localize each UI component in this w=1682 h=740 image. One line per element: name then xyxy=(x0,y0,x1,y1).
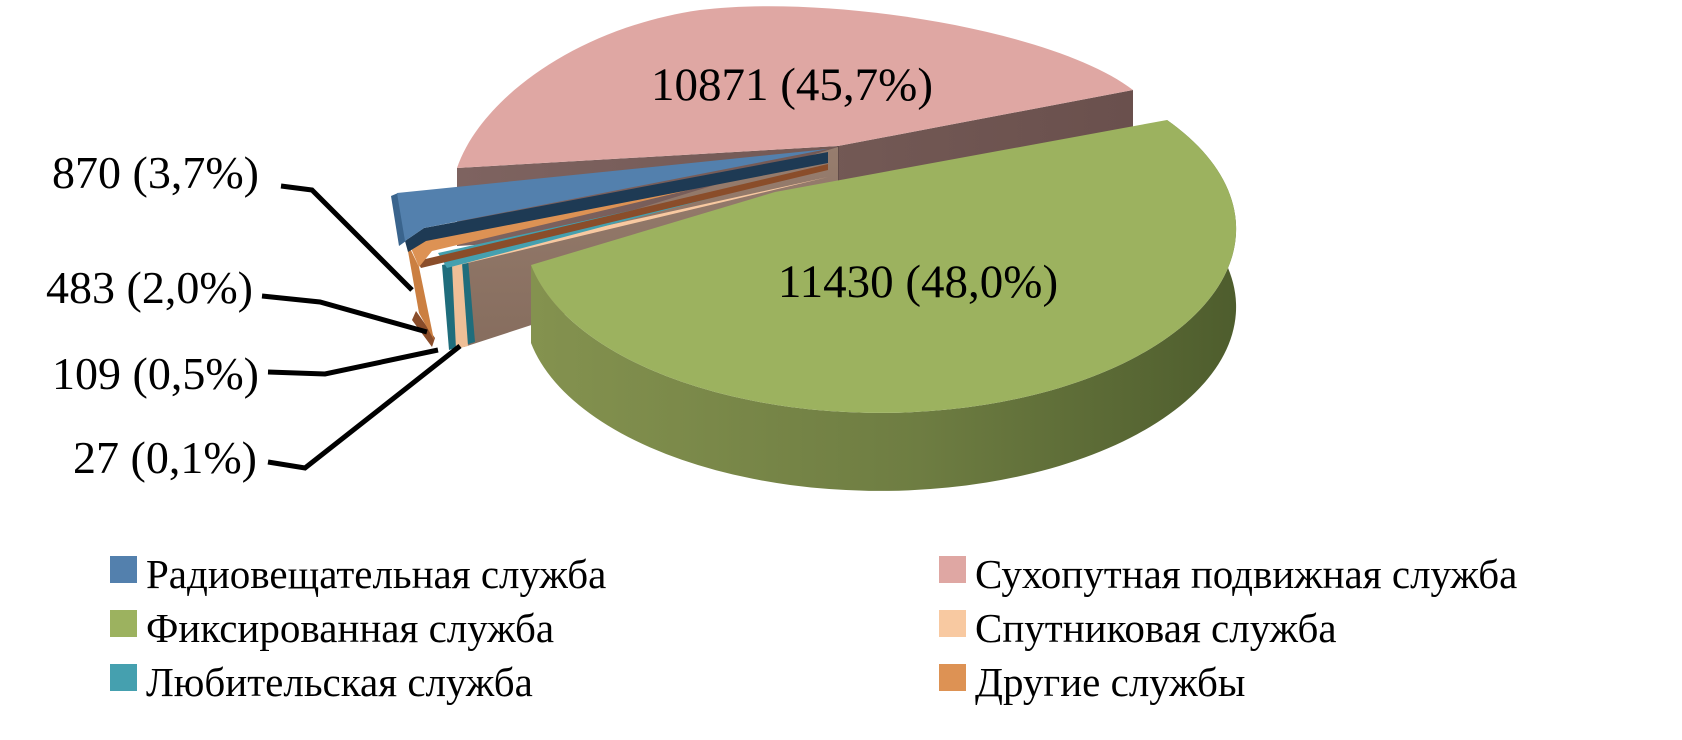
data-label-broadcasting: 870 (3,7%) xyxy=(52,147,259,198)
leader-line-other xyxy=(261,293,428,335)
slice-other-cap xyxy=(406,240,434,340)
legend-item-fixed: Фиксированная служба xyxy=(110,603,606,657)
slice-fixed-top xyxy=(531,120,1237,413)
leader-line-satellite xyxy=(267,344,462,471)
leader-lines xyxy=(261,183,462,471)
legend-column-left: Радиовещательная служба Фиксированная сл… xyxy=(110,549,606,711)
data-label-other: 483 (2,0%) xyxy=(46,262,253,313)
pie-slices xyxy=(391,6,1237,491)
legend-label-satellite: Спутниковая служба xyxy=(975,605,1337,651)
data-label-satellite: 27 (0,1%) xyxy=(73,432,257,483)
legend-swatch-fixed xyxy=(110,610,137,637)
slice-land-mobile-top xyxy=(457,6,1133,168)
slice-broadcasting-side xyxy=(405,152,828,252)
legend-swatch-satellite xyxy=(939,610,966,637)
legend-item-land-mobile: Сухопутная подвижная служба xyxy=(939,549,1517,603)
legend-swatch-land-mobile xyxy=(939,556,966,583)
legend-swatch-amateur xyxy=(110,664,137,691)
legend-item-amateur: Любительская служба xyxy=(110,657,606,711)
data-labels: 10871 (45,7%) 11430 (48,0%) 870 (3,7%) 4… xyxy=(46,59,1058,483)
leader-line-amateur xyxy=(267,347,439,377)
legend-item-satellite: Спутниковая служба xyxy=(939,603,1517,657)
legend-label-other: Другие службы xyxy=(975,659,1246,705)
data-label-land-mobile: 10871 (45,7%) xyxy=(651,59,933,111)
data-label-fixed: 11430 (48,0%) xyxy=(778,256,1058,308)
legend-label-amateur: Любительская служба xyxy=(146,659,533,705)
slice-broadcasting-cap xyxy=(391,193,406,246)
legend-item-other: Другие службы xyxy=(939,657,1517,711)
slice-fixed-side xyxy=(531,120,1237,491)
legend-label-land-mobile: Сухопутная подвижная служба xyxy=(975,551,1518,597)
leader-line-broadcasting xyxy=(280,183,414,292)
legend-label-fixed: Фиксированная служба xyxy=(146,605,555,651)
legend-swatch-other xyxy=(939,664,966,691)
legend-label-broadcasting: Радиовещательная служба xyxy=(146,551,607,597)
slice-satellite-side xyxy=(452,263,468,349)
data-label-amateur: 109 (0,5%) xyxy=(52,348,259,399)
legend-swatch-broadcasting xyxy=(110,556,137,583)
legend-column-right: Сухопутная подвижная служба Спутниковая … xyxy=(939,549,1517,711)
legend-item-broadcasting: Радиовещательная служба xyxy=(110,549,606,603)
slice-satellite-top xyxy=(450,177,828,266)
slice-broadcasting-top xyxy=(397,149,828,241)
